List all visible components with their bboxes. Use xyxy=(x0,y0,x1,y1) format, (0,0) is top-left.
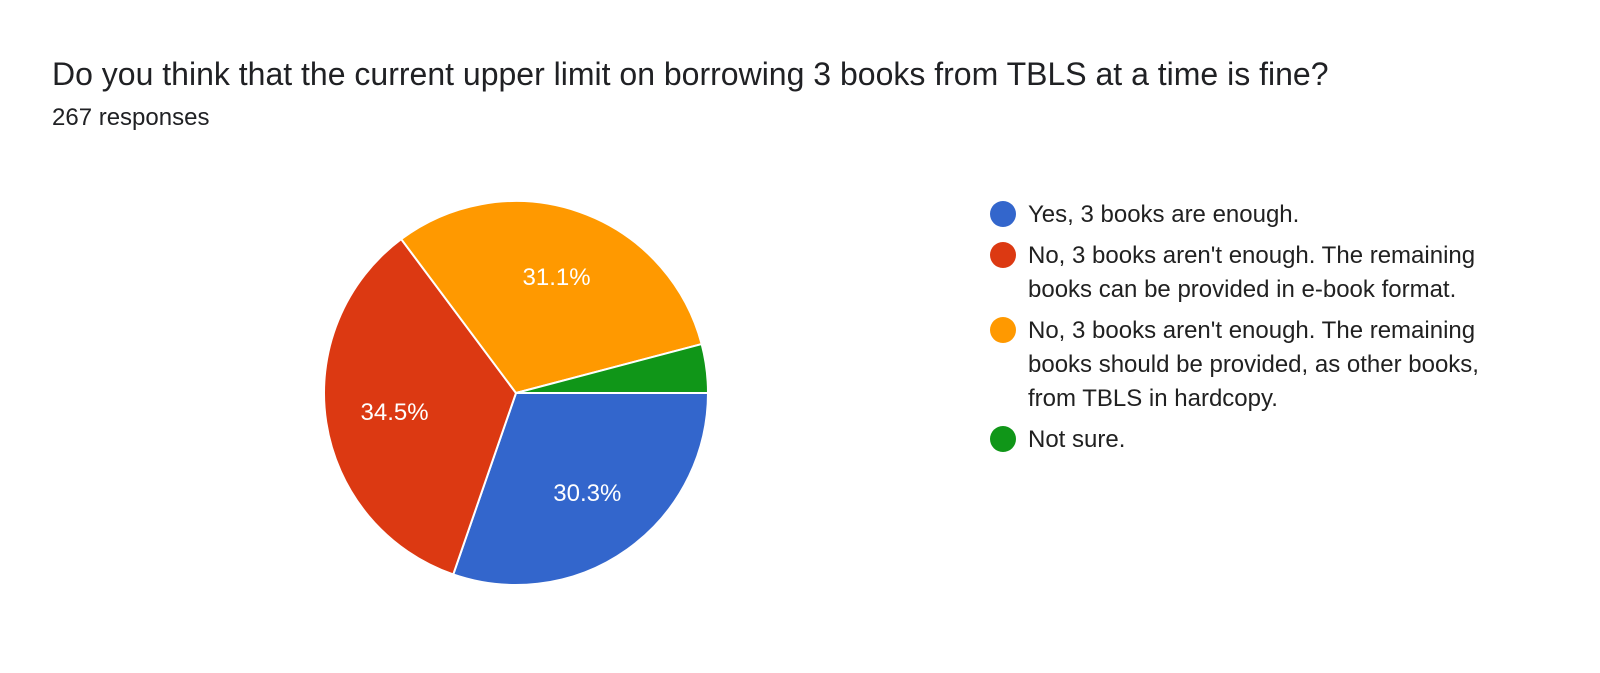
legend-label: No, 3 books aren't enough. The remaining… xyxy=(1028,317,1479,412)
legend-item[interactable]: Yes, 3 books are enough. xyxy=(990,198,1490,232)
legend-swatch-icon xyxy=(990,317,1016,343)
slice-label: 31.1% xyxy=(523,264,591,291)
legend-item[interactable]: No, 3 books aren't enough. The remaining… xyxy=(990,239,1490,307)
legend-swatch-icon xyxy=(990,201,1016,227)
pie-slice[interactable] xyxy=(451,392,710,586)
response-count: 267 responses xyxy=(52,104,210,131)
legend-label: No, 3 books aren't enough. The remaining… xyxy=(1028,242,1476,303)
pie-slice[interactable] xyxy=(515,342,710,394)
pie-slice[interactable] xyxy=(399,200,703,395)
pie-slice[interactable] xyxy=(323,237,518,576)
slice-label: 30.3% xyxy=(553,480,621,507)
legend-label: Yes, 3 books are enough. xyxy=(1028,201,1300,228)
legend-item[interactable]: No, 3 books aren't enough. The remaining… xyxy=(990,314,1490,416)
legend-item[interactable]: Not sure. xyxy=(990,423,1490,457)
legend-label: Not sure. xyxy=(1028,426,1126,453)
slice-label: 34.5% xyxy=(361,399,429,426)
chart-title: Do you think that the current upper limi… xyxy=(52,56,1329,92)
legend-swatch-icon xyxy=(990,426,1016,452)
legend: Yes, 3 books are enough. No, 3 books are… xyxy=(990,198,1490,464)
legend-swatch-icon xyxy=(990,242,1016,268)
